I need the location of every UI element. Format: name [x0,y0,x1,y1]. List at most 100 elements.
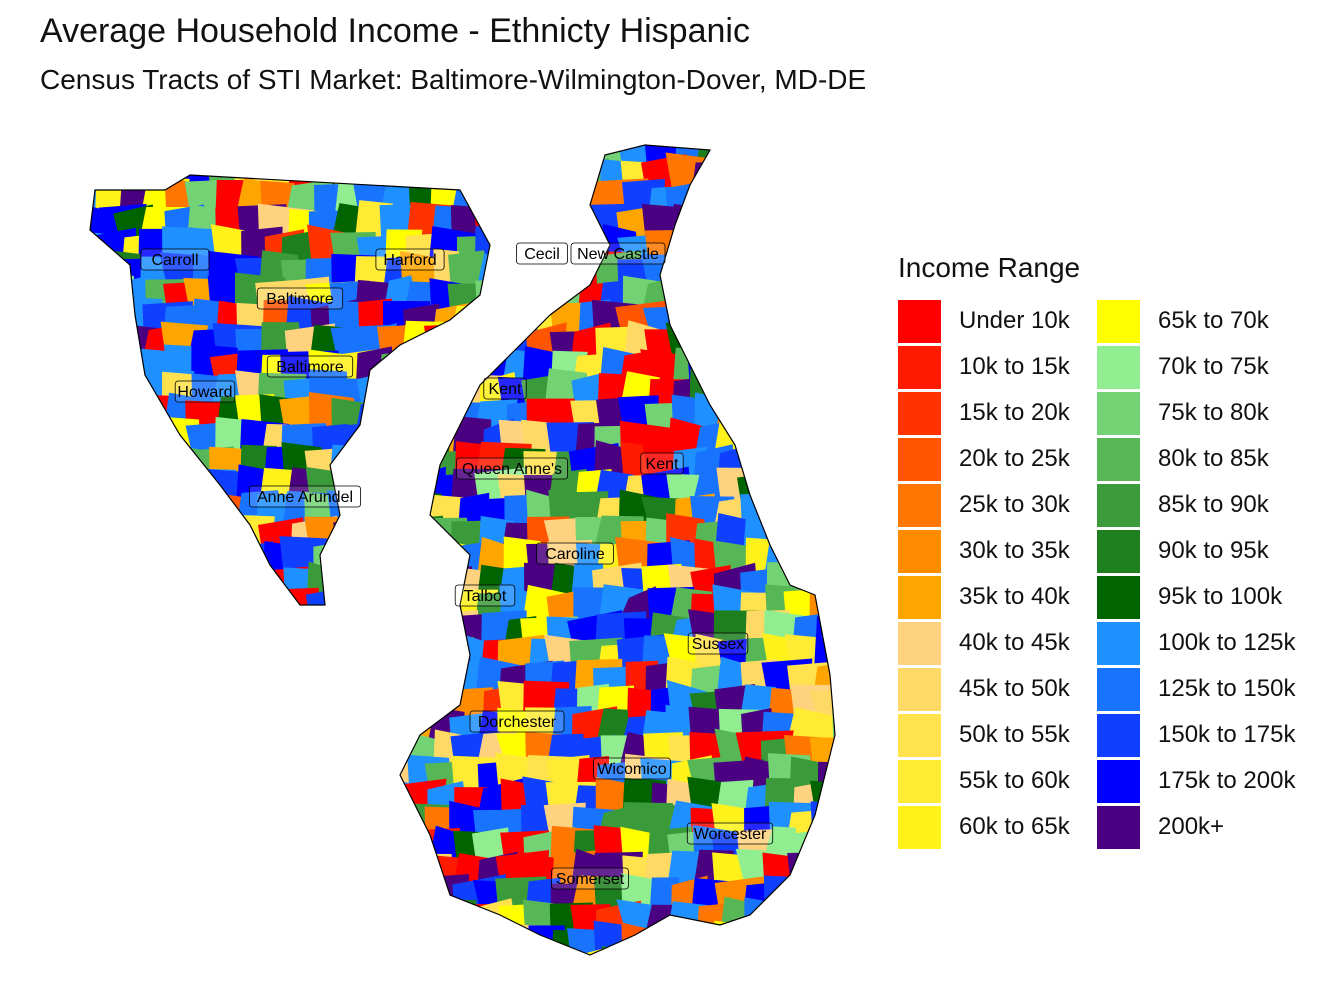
census-tract [375,850,429,906]
census-tract [144,422,175,471]
census-tract [307,759,344,798]
legend-swatch [1097,299,1140,343]
legend-label: 125k to 150k [1158,675,1296,702]
census-tract [95,951,143,955]
county-label: Wicomico [593,757,671,780]
census-tract [117,734,156,771]
census-tract [763,493,804,538]
census-tract [355,444,401,487]
census-tract [283,897,337,947]
census-tract [762,375,809,421]
legend-label: 50k to 55k [959,721,1070,748]
census-tract [140,632,194,690]
census-tract [785,224,828,270]
census-tract [93,145,133,178]
census-tract [529,159,570,197]
census-tract [766,184,814,223]
census-tract [238,638,276,677]
census-tract [90,853,117,900]
census-tract [166,145,210,175]
census-tract [615,952,669,955]
census-tract [669,226,712,283]
census-tract [399,158,447,191]
census-tract [712,278,768,321]
census-tract [759,145,817,172]
census-tract [813,442,835,497]
census-tract [788,347,830,391]
census-tract [377,516,425,555]
legend-swatch [898,437,941,481]
census-tract [808,201,835,249]
map-subtitle: Census Tracts of STI Market: Baltimore-W… [40,64,867,95]
census-tract [785,497,835,546]
census-tract [308,776,353,819]
census-tract [184,737,225,785]
census-tract [357,904,409,946]
legend-item: 95k to 100k [1097,574,1295,620]
legend-item: 85k to 90k [1097,482,1295,528]
census-tract [208,806,267,845]
census-tract [722,210,757,256]
census-tract [282,872,333,927]
county-label-text: Kent [489,381,522,398]
legend-swatch [898,759,941,803]
census-tract [833,660,835,705]
census-tract [787,186,835,216]
census-tract [831,541,835,591]
census-tract [783,203,829,244]
census-tract [184,659,236,709]
census-tract [329,444,373,491]
census-tract [357,810,402,853]
census-tract [402,612,453,664]
legend-item: 70k to 75k [1097,344,1295,390]
census-tract [737,145,784,184]
census-tract [186,706,236,746]
census-tract [735,272,787,327]
census-tract [791,256,824,297]
census-tract [96,379,141,419]
census-tract [811,145,835,170]
census-tract [426,145,484,180]
census-tract [90,899,124,952]
census-tract [208,898,255,953]
census-tract [832,322,835,380]
census-tract [786,926,829,955]
census-tract [712,324,756,370]
census-tract [305,586,348,643]
census-tract [90,422,106,471]
county-label: Somerset [551,867,629,890]
county-label-text: Talbot [464,588,507,605]
census-tract [137,704,181,749]
census-tract [786,296,834,346]
census-tract [835,828,840,866]
census-tract [233,562,275,600]
census-tract [209,544,258,579]
census-tract [308,707,354,751]
census-tract [95,421,137,461]
census-tract [137,466,193,512]
legend-item: Under 10k [898,298,1077,344]
census-tract [794,470,825,522]
census-tract [790,372,835,430]
census-tract [505,946,542,955]
census-tract [762,925,803,955]
census-tract [330,805,385,853]
census-tract [330,927,381,955]
census-tract [234,610,291,657]
census-tract [717,372,768,424]
census-tract [160,924,206,955]
census-tract [90,277,120,317]
census-tract [687,225,743,282]
county-label-text: Sussex [692,636,744,653]
census-tract [496,145,554,185]
census-tract [832,782,835,820]
legend-swatch [898,667,941,711]
census-tract [329,660,378,707]
census-tract [789,546,829,587]
legend-column-2: 65k to 70k 70k to 75k 75k to 80k 80k to 85k… [1097,298,1295,850]
county-labels: Carroll Harford Cecil New Castle Baltimore Ba… [140,242,774,890]
census-tract [787,272,822,321]
census-tract [90,882,105,927]
census-tract [377,951,413,955]
census-tract [833,519,835,561]
